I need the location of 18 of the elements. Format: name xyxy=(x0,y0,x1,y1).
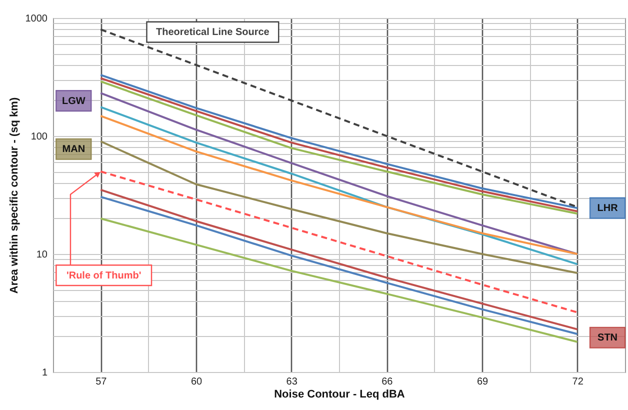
series-label: LHR xyxy=(597,203,619,214)
x-axis-title: Noise Contour - Leq dBA xyxy=(274,388,405,400)
y-axis-title: Area within specific contour - (sq km) xyxy=(8,97,20,294)
series-label: MAN xyxy=(62,144,86,156)
text: 'Rule of Thumb' xyxy=(66,270,142,282)
x-tick-label: 72 xyxy=(572,376,584,388)
y-tick-label: 100 xyxy=(30,132,48,142)
text: STN xyxy=(598,332,618,344)
x-tick-label: 60 xyxy=(190,376,202,388)
series-label: LGW xyxy=(62,96,86,107)
y-tick-label: 1 xyxy=(42,368,48,378)
y-tick-label: 10 xyxy=(36,250,48,260)
x-tick-label: 63 xyxy=(286,376,298,388)
x-tick-label: 57 xyxy=(96,376,108,388)
series-label: Theoretical Line Source xyxy=(156,27,270,38)
y-tick-label: 1000 xyxy=(25,14,48,24)
x-tick-label: 66 xyxy=(382,376,394,388)
x-tick-label: 69 xyxy=(476,376,488,388)
